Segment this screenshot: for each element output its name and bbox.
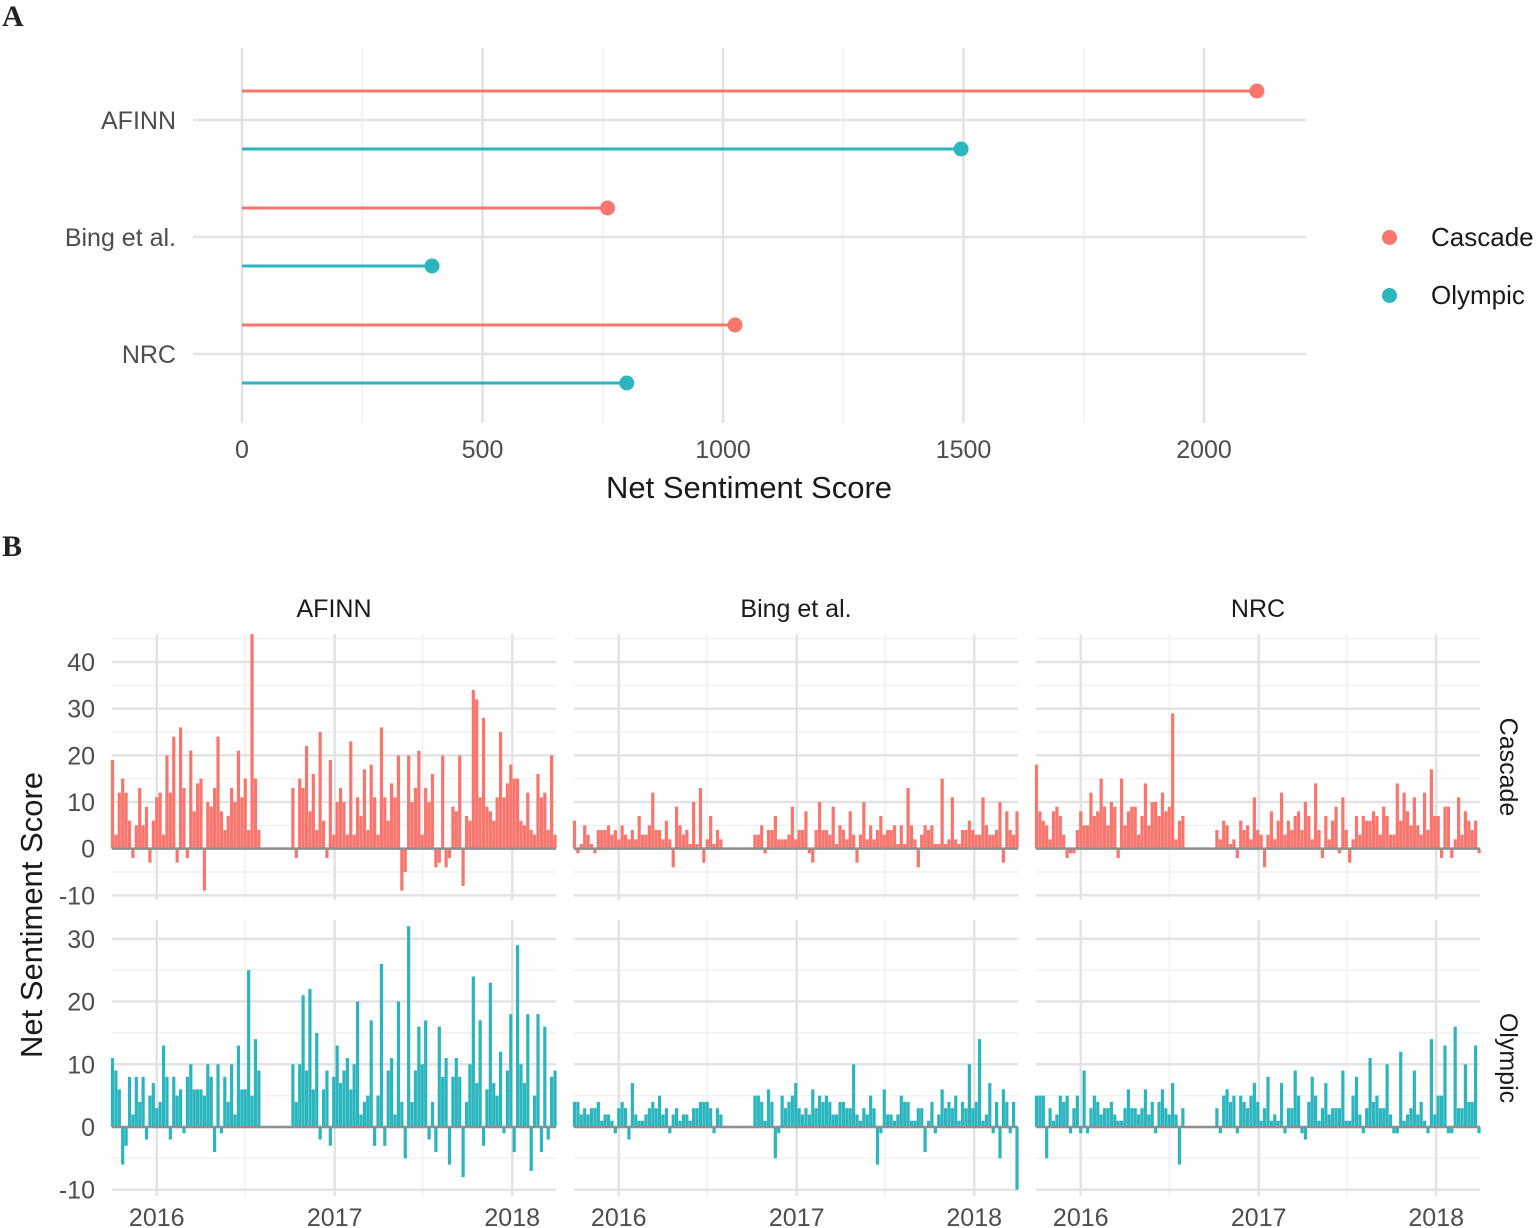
legend-item-cascade: Cascade <box>1380 208 1534 266</box>
lollipop-point <box>424 258 440 274</box>
x-tick-label: 500 <box>462 436 504 464</box>
legend-label-olympic: Olympic <box>1431 279 1525 310</box>
lollipop-point <box>600 200 616 216</box>
faceted-bar-chart: AFINN Bing et al. NRC Cascade Olympic Net Sen… <box>14 595 1522 1228</box>
x-tick-label: 2016 <box>591 1204 647 1228</box>
legend: Cascade Olympic <box>1380 208 1534 324</box>
x-tick-label: 2016 <box>1053 1204 1109 1228</box>
y-tick-label: 20 <box>67 989 95 1017</box>
lollipop-point <box>953 141 969 157</box>
bar-panel <box>110 634 557 891</box>
y-tick-label: 0 <box>81 1114 95 1142</box>
bar-panel <box>1034 1026 1481 1165</box>
legend-key-cascade <box>1382 229 1397 245</box>
y-tick-label: Bing et al. <box>65 224 176 252</box>
lollipop-point <box>619 375 635 391</box>
facet-strip-label: Cascade <box>1494 718 1522 817</box>
x-tick-label: 2000 <box>1176 436 1232 464</box>
y-tick-label: NRC <box>122 341 176 369</box>
legend-key-olympic <box>1382 287 1397 303</box>
y-tick-label: 10 <box>67 789 95 817</box>
x-tick-label: 2018 <box>946 1204 1002 1228</box>
y-axis-title: Net Sentiment Score <box>14 772 49 1058</box>
y-tick-label: AFINN <box>101 107 176 135</box>
y-tick-label: 30 <box>67 696 95 724</box>
x-tick-label: 2018 <box>484 1204 540 1228</box>
lollipop-point <box>727 317 743 333</box>
x-tick-label: 1500 <box>936 436 992 464</box>
y-tick-label: 20 <box>67 742 95 770</box>
x-axis-title: Net Sentiment Score <box>606 470 892 505</box>
x-tick-label: 2017 <box>307 1204 363 1228</box>
legend-label-cascade: Cascade <box>1431 221 1534 252</box>
y-tick-label: 0 <box>81 836 95 864</box>
facet-strip-label: Olympic <box>1494 1013 1522 1103</box>
lollipop-chart: AFINN Bing et al. NRC 0 500 1000 1500 2000 Net S… <box>65 48 1306 505</box>
legend-item-olympic: Olympic <box>1380 266 1534 324</box>
bar-panel <box>572 1039 1019 1190</box>
x-tick-label: 2017 <box>769 1204 825 1228</box>
y-tick-label: 30 <box>67 926 95 954</box>
facet-strip-label: Bing et al. <box>740 595 851 623</box>
x-tick-label: 0 <box>235 436 249 464</box>
x-tick-label: 2017 <box>1231 1204 1287 1228</box>
facet-strip-label: AFINN <box>297 595 372 623</box>
panel-label-b: B <box>2 530 23 563</box>
lollipop-point <box>1249 83 1265 99</box>
bar-panel <box>1034 713 1481 868</box>
facet-strip-label: NRC <box>1231 595 1285 623</box>
bar-panel <box>572 778 1019 868</box>
y-tick-label: 40 <box>67 649 95 677</box>
x-tick-label: 1000 <box>695 436 751 464</box>
x-tick-label: 2016 <box>129 1204 185 1228</box>
y-tick-label: -10 <box>59 1177 95 1205</box>
x-tick-label: 2018 <box>1408 1204 1464 1228</box>
y-tick-label: 10 <box>67 1051 95 1079</box>
panel-label-a: A <box>2 0 24 33</box>
bar-panel <box>110 926 557 1178</box>
y-tick-label: -10 <box>59 882 95 910</box>
